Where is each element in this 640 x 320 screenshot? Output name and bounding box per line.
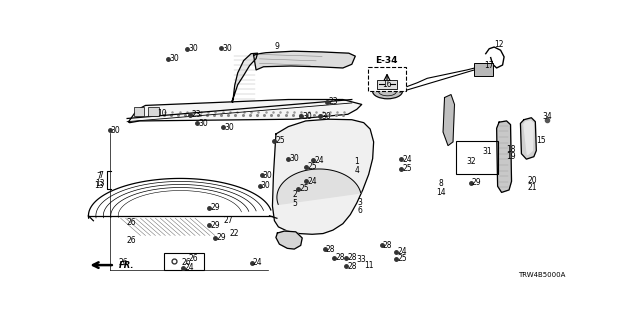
- Text: 24: 24: [403, 155, 412, 164]
- Text: 6: 6: [358, 206, 363, 215]
- Text: 30: 30: [198, 119, 208, 128]
- Text: 24: 24: [314, 156, 324, 165]
- Text: 13: 13: [94, 180, 104, 189]
- Text: 26: 26: [182, 258, 191, 267]
- Text: 23: 23: [191, 110, 201, 119]
- Text: 28: 28: [383, 241, 392, 250]
- Text: 25: 25: [397, 254, 407, 263]
- Polygon shape: [253, 51, 355, 70]
- Text: 30: 30: [302, 111, 312, 121]
- Text: 33: 33: [357, 255, 367, 264]
- Text: 2: 2: [292, 190, 297, 199]
- Text: 8: 8: [438, 179, 444, 188]
- Text: 4: 4: [355, 166, 359, 175]
- Bar: [148, 107, 159, 116]
- Text: 28: 28: [326, 244, 335, 253]
- Circle shape: [372, 84, 403, 99]
- Text: 26: 26: [127, 218, 136, 227]
- Polygon shape: [497, 121, 511, 192]
- Text: 17: 17: [484, 61, 494, 70]
- Text: 26: 26: [188, 254, 198, 263]
- Text: 26: 26: [127, 236, 136, 245]
- Text: 30: 30: [262, 171, 273, 180]
- Text: 24: 24: [184, 263, 194, 272]
- Text: 7: 7: [97, 172, 101, 181]
- Text: 19: 19: [506, 152, 515, 161]
- Text: 12: 12: [494, 40, 504, 49]
- Text: TRW4B5000A: TRW4B5000A: [518, 272, 565, 278]
- Text: 5: 5: [292, 199, 297, 208]
- Text: 29: 29: [216, 234, 226, 243]
- Text: 29: 29: [210, 221, 220, 230]
- Text: 27: 27: [224, 216, 234, 225]
- Text: E-34: E-34: [375, 56, 397, 65]
- Text: 30: 30: [260, 181, 270, 190]
- Text: 24: 24: [307, 177, 317, 186]
- Text: 34: 34: [542, 111, 552, 121]
- Polygon shape: [129, 100, 362, 123]
- Text: 25: 25: [300, 184, 309, 193]
- Text: 24: 24: [253, 258, 262, 267]
- Bar: [456, 141, 498, 174]
- Polygon shape: [520, 118, 536, 159]
- Polygon shape: [277, 169, 361, 204]
- Text: 29: 29: [472, 178, 482, 187]
- Text: 30: 30: [170, 54, 179, 63]
- Text: 31: 31: [483, 147, 493, 156]
- Text: 11: 11: [364, 260, 373, 269]
- Text: 30: 30: [224, 123, 234, 132]
- Text: 30: 30: [222, 44, 232, 53]
- Text: 28: 28: [347, 262, 356, 271]
- Text: 15: 15: [536, 136, 546, 145]
- Text: 25: 25: [307, 162, 317, 171]
- Text: 30: 30: [321, 111, 331, 121]
- Text: 3: 3: [358, 198, 363, 207]
- Text: 25: 25: [276, 136, 285, 145]
- Text: 30: 30: [289, 154, 299, 163]
- Text: 26: 26: [119, 258, 129, 267]
- Polygon shape: [276, 231, 302, 249]
- Text: 24: 24: [397, 247, 407, 256]
- Polygon shape: [273, 119, 374, 234]
- Polygon shape: [443, 95, 454, 146]
- Polygon shape: [231, 53, 257, 102]
- Text: FR.: FR.: [118, 261, 134, 270]
- Text: 21: 21: [527, 183, 537, 192]
- Text: 30: 30: [111, 125, 120, 135]
- Text: 13: 13: [95, 179, 105, 188]
- Bar: [164, 253, 204, 270]
- Text: 32: 32: [466, 156, 476, 166]
- Text: 9: 9: [275, 42, 280, 51]
- Text: 29: 29: [210, 204, 220, 212]
- Text: 28: 28: [347, 253, 356, 262]
- Text: 10: 10: [157, 109, 167, 118]
- Text: 16: 16: [381, 80, 391, 89]
- Text: 18: 18: [506, 145, 515, 154]
- Text: 23: 23: [328, 98, 338, 107]
- Bar: [367, 68, 406, 92]
- Text: 28: 28: [335, 253, 345, 262]
- Text: 1: 1: [355, 157, 359, 166]
- Text: 14: 14: [436, 188, 446, 197]
- Bar: [134, 107, 145, 116]
- Text: 20: 20: [527, 176, 537, 185]
- Text: 7: 7: [98, 171, 103, 180]
- Text: 30: 30: [188, 44, 198, 53]
- Bar: [376, 80, 397, 89]
- Text: 25: 25: [403, 164, 412, 173]
- Polygon shape: [524, 121, 533, 155]
- Bar: [474, 63, 493, 76]
- Text: 22: 22: [229, 228, 239, 237]
